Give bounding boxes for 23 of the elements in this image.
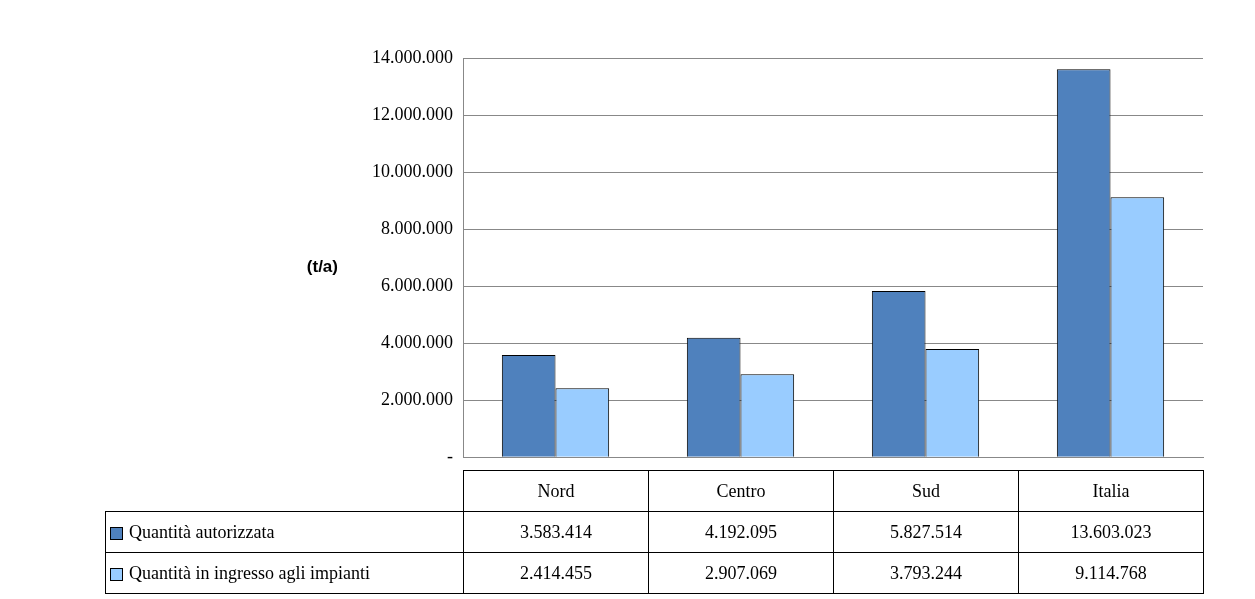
data-label: 3.583.414 bbox=[463, 511, 649, 553]
data-label: 3.793.244 bbox=[833, 552, 1019, 594]
legend-label: Quantità autorizzata bbox=[105, 511, 464, 553]
data-label: 4.192.095 bbox=[648, 511, 834, 553]
data-label: 5.827.514 bbox=[833, 511, 1019, 553]
y-tick-label: - bbox=[447, 445, 453, 466]
x-tick-label: Sud bbox=[833, 470, 1019, 512]
x-tick-label: Italia bbox=[1018, 470, 1204, 512]
data-label: 2.907.069 bbox=[648, 552, 834, 594]
y-axis-title: (t/a) bbox=[306, 257, 338, 277]
y-tick-label: 14.000.000 bbox=[372, 46, 453, 67]
legend-label: Quantità in ingresso agli impianti bbox=[105, 552, 464, 594]
y-tick-label: 10.000.000 bbox=[372, 160, 453, 181]
x-tick-label: Centro bbox=[648, 470, 834, 512]
y-tick-label: 12.000.000 bbox=[372, 103, 453, 124]
data-label: 9.114.768 bbox=[1018, 552, 1204, 594]
y-tick-label: 8.000.000 bbox=[381, 217, 453, 238]
x-tick-label: Nord bbox=[463, 470, 649, 512]
y-tick-label: 2.000.000 bbox=[381, 388, 453, 409]
y-tick-label: 4.000.000 bbox=[381, 331, 453, 352]
data-label: 13.603.023 bbox=[1018, 511, 1204, 553]
data-label: 2.414.455 bbox=[463, 552, 649, 594]
y-tick-label: 6.000.000 bbox=[381, 274, 453, 295]
